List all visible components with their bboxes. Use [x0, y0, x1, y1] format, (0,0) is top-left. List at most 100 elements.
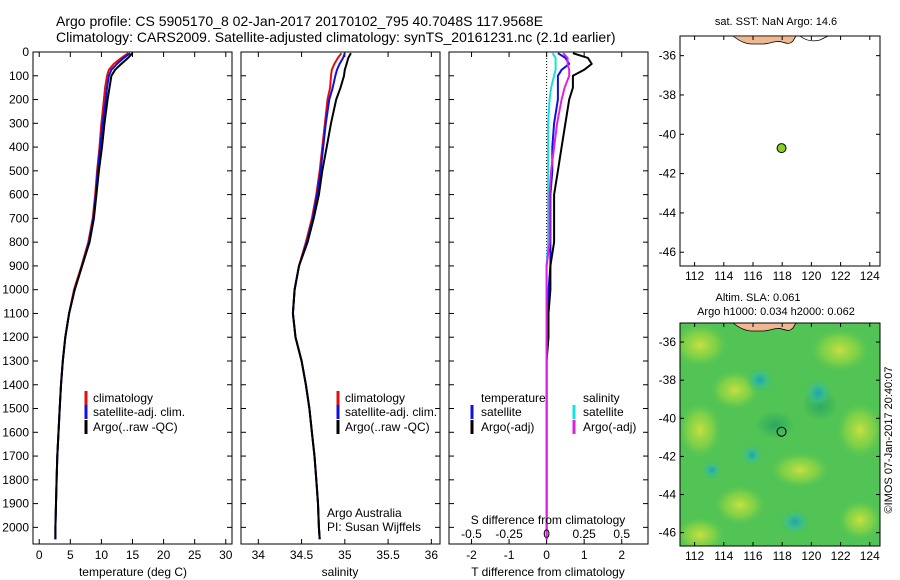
map-y-tick-label: -42	[659, 449, 677, 463]
secondary-x-tick-label: 0.25	[572, 527, 596, 541]
temperature-series	[54, 52, 134, 540]
x-tick-label: 34	[252, 548, 266, 562]
map-x-tick-label: 124	[860, 269, 880, 283]
sla-blob	[804, 378, 832, 408]
map-y-tick-label: -44	[659, 488, 677, 502]
map-x-tick-label: 114	[714, 549, 733, 563]
x-tick-label: 0	[543, 548, 550, 562]
float-position-marker	[776, 426, 787, 437]
difference-legend-temperature-title: temperature	[481, 391, 546, 405]
map-x-tick-label: 122	[831, 269, 851, 283]
figure-title-line1: Argo profile: CS 5905170_8 02-Jan-2017 2…	[56, 13, 543, 29]
salinity-legend-argo: Argo(..raw -QC)	[345, 420, 430, 434]
map-x-tick-label: 118	[773, 549, 792, 563]
sst-map-axis-ticks: 112 114 116 118 120 122 124 -36 -38 -40 -42 -44 -46	[659, 36, 880, 283]
y-tick-label: 600	[9, 188, 29, 202]
sst-map-coastline	[731, 35, 797, 45]
sla-map-title-line2: Argo h1000: 0.034 h2000: 0.062	[697, 306, 855, 318]
x-tick-label: 0	[36, 548, 43, 562]
sst-map-float-points	[776, 143, 787, 154]
temperature-x-label: temperature (deg C)	[79, 565, 187, 579]
difference-legend-temp-argo: Argo(-adj)	[481, 420, 534, 434]
map-x-tick-label: 118	[773, 269, 792, 283]
sla-blob	[746, 367, 774, 393]
difference-legend-sal-satellite: satellite	[583, 405, 624, 419]
difference-secondary-tick-labels: -0.5 -0.25 0 0.25 0.5	[461, 527, 630, 541]
difference-panel-frame	[448, 51, 649, 545]
map-y-tick-label: -46	[659, 245, 677, 259]
map-x-tick-label: 112	[685, 269, 704, 283]
x-tick-label: -2	[466, 548, 477, 562]
x-tick-label: -1	[504, 548, 515, 562]
sla-map-axis-ticks: 112 114 116 118 120 122 124 -36 -38 -40 -42 -44 -46	[659, 323, 880, 563]
map-x-tick-label: 116	[743, 549, 762, 563]
x-tick-label: 10	[95, 548, 109, 562]
y-tick-label: 300	[9, 116, 29, 130]
temperature-legend-climatology: climatology	[93, 391, 153, 405]
secondary-x-tick-label: 0	[543, 527, 550, 541]
y-tick-label: 200	[9, 93, 29, 107]
temperature-legend: climatology satellite-adj. clim. Argo(..…	[84, 391, 185, 434]
map-y-tick-label: -42	[659, 167, 677, 181]
map-y-tick-label: -36	[659, 49, 677, 63]
y-tick-label: 1400	[2, 378, 29, 392]
sla-blob	[836, 402, 880, 458]
sla-blob	[755, 411, 795, 439]
secondary-x-tick-label: 0.5	[613, 527, 630, 541]
sla-blob	[702, 460, 722, 480]
salinity-legend-climatology: climatology	[345, 391, 405, 405]
temperature-panel-frame	[32, 51, 233, 545]
y-tick-label: 2000	[2, 520, 29, 534]
y-tick-label: 500	[9, 164, 29, 178]
sla-blob	[680, 517, 725, 546]
map-x-tick-label: 112	[685, 549, 704, 563]
map-x-tick-label: 120	[801, 269, 821, 283]
y-tick-label: 700	[9, 211, 29, 225]
series-line-climatology	[54, 52, 129, 540]
x-tick-label: 35	[338, 548, 352, 562]
sla-blob	[680, 323, 728, 367]
x-tick-label: 2	[618, 548, 625, 562]
map-y-tick-label: -46	[659, 526, 677, 540]
pi-credit: PI: Susan Wijffels	[327, 520, 421, 534]
map-y-tick-label: -38	[659, 373, 677, 387]
salinity-axis-ticks: 34 34.5 35 35.5 36	[241, 51, 440, 562]
series-line-climatology	[291, 52, 343, 540]
y-tick-label: 1100	[3, 306, 29, 320]
y-tick-label: 1200	[2, 330, 29, 344]
x-tick-label: 25	[188, 548, 202, 562]
series-line-satellite	[54, 52, 131, 540]
sla-blob	[838, 500, 880, 540]
difference-secondary-x-label: S difference from climatology	[471, 513, 626, 527]
salinity-legend: climatology satellite-adj. clim. Argo(..…	[336, 391, 437, 434]
difference-legend-temp-satellite: satellite	[481, 405, 522, 419]
series-line-sal_argo	[545, 52, 571, 540]
temperature-legend-satellite: satellite-adj. clim.	[93, 405, 185, 419]
y-tick-label: 1000	[2, 283, 29, 297]
map-x-tick-label: 116	[743, 269, 762, 283]
sla-map-frame	[679, 322, 881, 547]
sla-blob	[779, 509, 811, 535]
y-tick-label: 1800	[2, 473, 29, 487]
temperature-axis-ticks: 0 5 10 15 20 25 300100200300400500600700800900…	[2, 45, 232, 562]
secondary-x-tick-label: -0.25	[495, 527, 523, 541]
figure-title-line2: Climatology: CARS2009. Satellite-adjuste…	[56, 29, 616, 45]
map-y-tick-label: -44	[659, 206, 677, 220]
x-tick-label: 1	[581, 548, 588, 562]
imos-credit: ©IMOS 07-Jan-2017 20:40:07	[883, 367, 895, 514]
y-tick-label: 1900	[2, 497, 29, 511]
sla-blob	[714, 485, 766, 525]
y-tick-label: 900	[9, 259, 29, 273]
difference-axis-ticks: -2 -1 0 1 2	[449, 51, 648, 562]
difference-legend: temperature satellite Argo(-adj) salinit…	[470, 391, 636, 434]
sst-map-title: sat. SST: NaN Argo: 14.6	[715, 16, 837, 28]
y-tick-label: 0	[22, 45, 29, 59]
series-line-argo	[54, 52, 134, 540]
y-tick-label: 400	[9, 140, 29, 154]
x-tick-label: 30	[219, 548, 233, 562]
x-tick-label: 20	[157, 548, 171, 562]
difference-legend-salinity-title: salinity	[583, 391, 620, 405]
sla-map-field	[680, 323, 880, 546]
sst-map-coastline-right	[799, 35, 829, 42]
x-tick-label: 5	[67, 548, 74, 562]
